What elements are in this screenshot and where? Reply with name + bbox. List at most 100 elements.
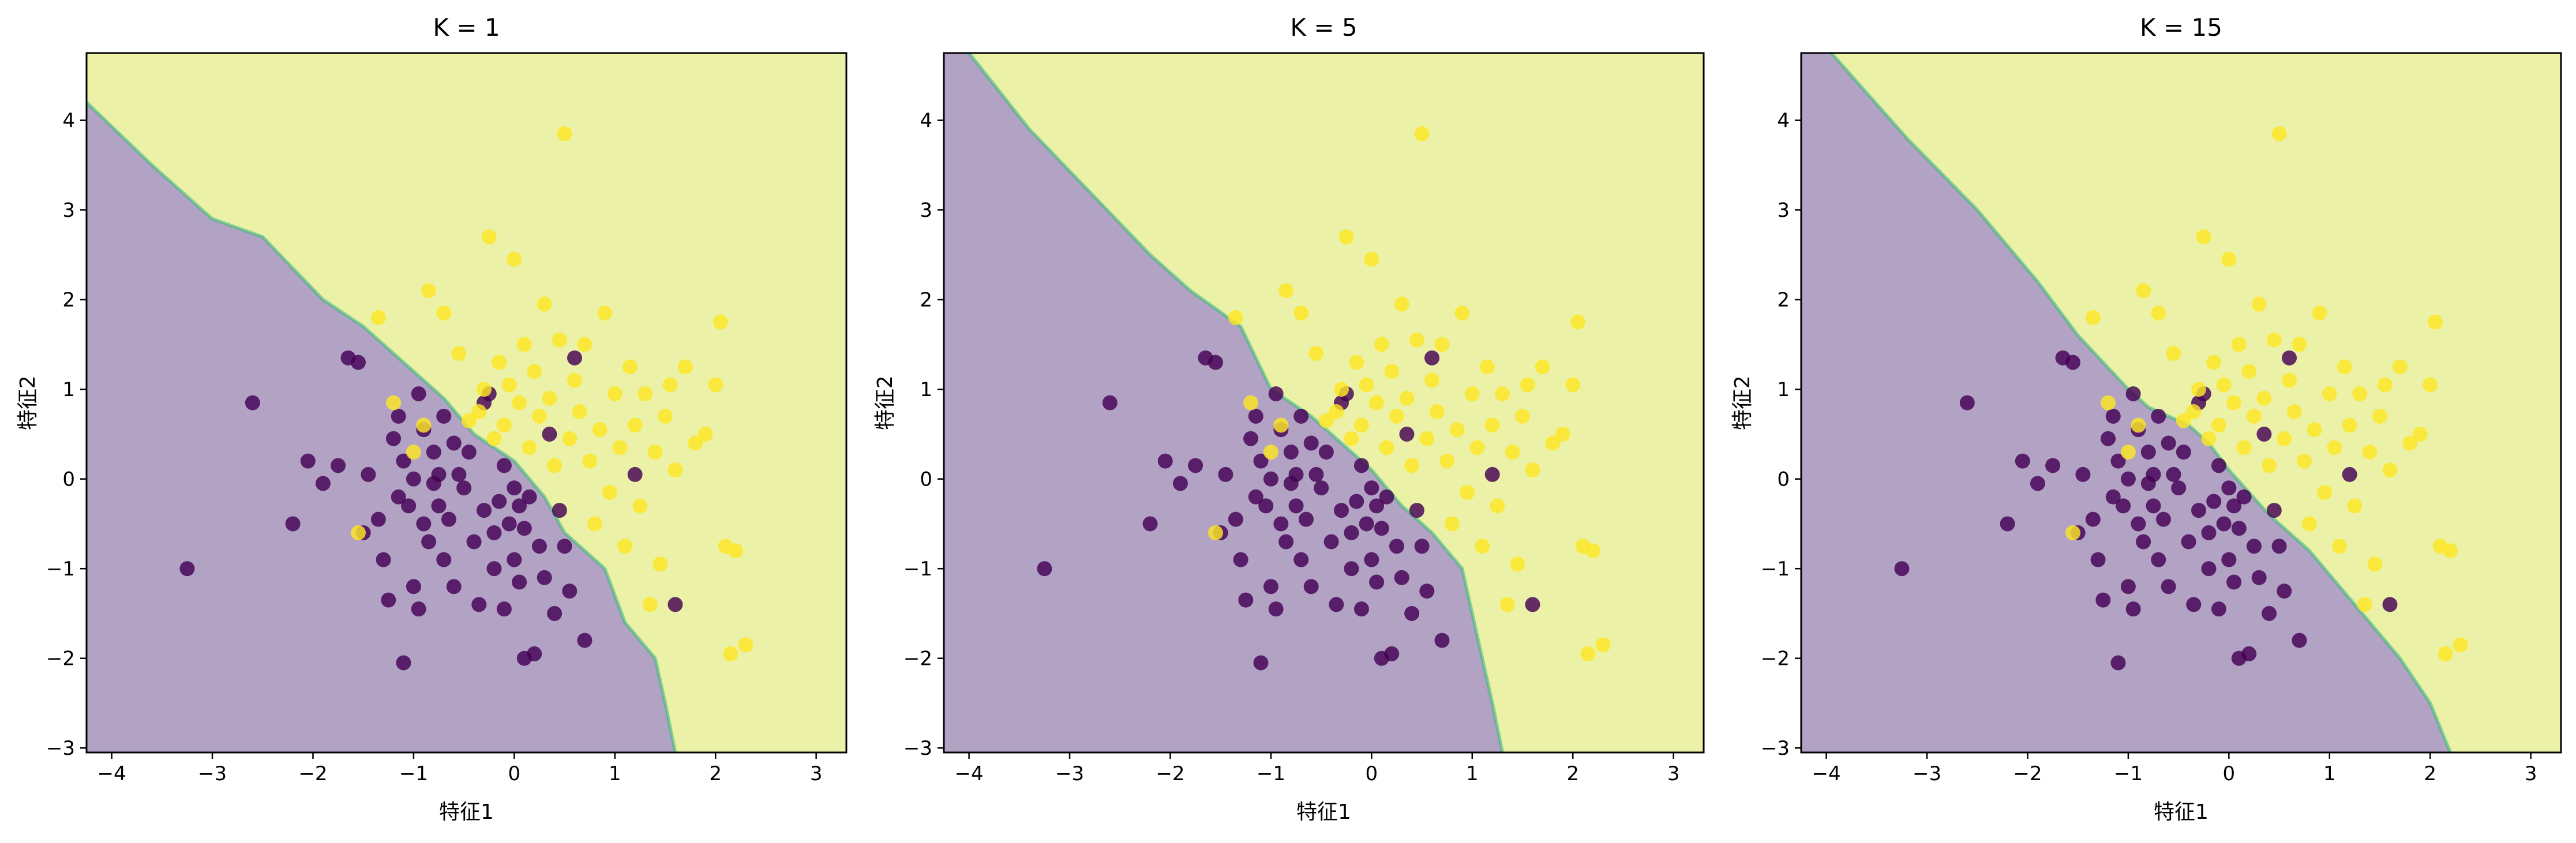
data-point-class1: [1495, 386, 1510, 401]
data-point-class1: [2266, 332, 2282, 348]
data-point-class0: [1349, 494, 1364, 509]
data-point-class0: [2256, 426, 2272, 442]
y-tick-label: 3: [1777, 199, 1790, 222]
data-point-class0: [401, 498, 417, 514]
data-point-class1: [2342, 417, 2357, 433]
data-point-class0: [2015, 453, 2030, 469]
data-point-class0: [416, 516, 432, 532]
data-point-class0: [2161, 579, 2176, 594]
data-point-class1: [1344, 431, 1359, 446]
data-point-class0: [2231, 521, 2247, 536]
data-point-class1: [1399, 390, 1415, 406]
data-point-class1: [2322, 386, 2337, 401]
data-point-class1: [627, 417, 643, 433]
data-point-class0: [315, 476, 331, 491]
data-point-class0: [1278, 534, 1294, 550]
data-point-class1: [2131, 417, 2146, 433]
data-point-class0: [2201, 561, 2217, 577]
data-point-class0: [466, 534, 482, 550]
data-point-class0: [492, 494, 507, 509]
x-tick-label: −1: [2114, 762, 2143, 785]
data-point-class1: [2120, 445, 2136, 460]
data-point-class1: [708, 377, 723, 393]
data-point-class1: [1384, 364, 1400, 379]
plot-area: [1801, 53, 2561, 752]
x-tick-label: 0: [2223, 762, 2236, 785]
decision-region-class0: [1801, 53, 2451, 752]
data-point-class1: [2282, 372, 2297, 388]
data-point-class1: [2337, 359, 2352, 375]
data-point-class1: [1515, 408, 1531, 424]
data-point-class1: [2317, 485, 2333, 500]
data-point-class1: [1454, 305, 1470, 321]
data-point-class1: [2301, 516, 2317, 532]
data-point-class0: [1288, 498, 1304, 514]
data-point-class1: [527, 364, 542, 379]
data-point-class0: [1273, 516, 1289, 532]
data-point-class0: [2176, 445, 2191, 460]
data-point-class0: [2262, 605, 2277, 621]
data-point-class1: [587, 516, 602, 532]
data-point-class1: [557, 126, 572, 141]
data-point-class0: [2125, 386, 2141, 401]
data-point-class0: [1484, 466, 1500, 482]
data-point-class0: [2105, 408, 2121, 424]
y-tick-label: 4: [62, 110, 75, 133]
data-point-class0: [2136, 534, 2151, 550]
data-point-class1: [1334, 382, 1349, 397]
x-tick-label: −2: [2013, 762, 2042, 785]
x-tick-label: 1: [1466, 762, 1479, 785]
data-point-class0: [547, 605, 563, 621]
data-point-class0: [1353, 458, 1369, 473]
data-point-class0: [370, 511, 386, 527]
data-point-class0: [1344, 561, 1359, 577]
data-point-class0: [396, 655, 411, 671]
data-point-class0: [1238, 592, 1254, 608]
data-point-class0: [567, 350, 583, 366]
data-point-class0: [1258, 498, 1274, 514]
data-point-class1: [1394, 296, 1409, 312]
data-point-class1: [1444, 516, 1460, 532]
x-tick-label: 3: [810, 762, 823, 785]
data-point-class1: [1424, 372, 1440, 388]
data-point-class1: [2226, 395, 2242, 411]
chart-panel-1: −4 −3 −2 −1 0 1 2 3 −3 −2 −1 0 1 2 3 4 K = 1 特征1 特征2: [16, 13, 848, 824]
data-point-class1: [1308, 345, 1324, 361]
axes-frame: [1800, 52, 2562, 754]
data-point-class0: [2211, 458, 2226, 473]
data-point-class0: [1263, 471, 1278, 487]
data-point-class0: [2151, 408, 2166, 424]
data-point-class0: [627, 466, 643, 482]
data-point-class1: [612, 440, 628, 456]
data-point-class1: [522, 440, 537, 456]
data-point-class0: [486, 561, 502, 577]
data-point-class0: [451, 466, 467, 482]
data-point-class0: [421, 534, 437, 550]
data-point-class0: [2342, 466, 2357, 482]
data-point-class0: [2292, 633, 2307, 648]
data-point-class0: [1233, 552, 1248, 567]
data-point-class1: [602, 485, 618, 500]
data-point-class1: [507, 251, 522, 267]
data-point-class1: [1243, 395, 1259, 411]
data-point-class1: [622, 359, 638, 375]
data-point-class1: [2427, 314, 2443, 330]
data-point-class1: [658, 408, 673, 424]
data-point-class1: [552, 332, 567, 348]
data-point-class0: [2000, 516, 2015, 532]
data-point-class0: [2110, 655, 2126, 671]
data-point-class0: [2251, 570, 2267, 585]
data-point-class0: [1344, 525, 1359, 540]
data-point-class0: [431, 498, 447, 514]
data-point-class0: [2120, 471, 2136, 487]
data-point-class1: [2362, 445, 2378, 460]
data-point-class0: [2206, 494, 2222, 509]
data-point-class1: [1555, 426, 1570, 442]
data-point-class1: [496, 417, 512, 433]
data-point-class1: [1484, 417, 1500, 433]
data-point-class0: [391, 408, 406, 424]
data-point-class1: [677, 359, 693, 375]
data-point-class0: [2226, 574, 2242, 590]
data-point-class1: [1545, 435, 1561, 451]
data-point-class0: [2277, 584, 2292, 599]
